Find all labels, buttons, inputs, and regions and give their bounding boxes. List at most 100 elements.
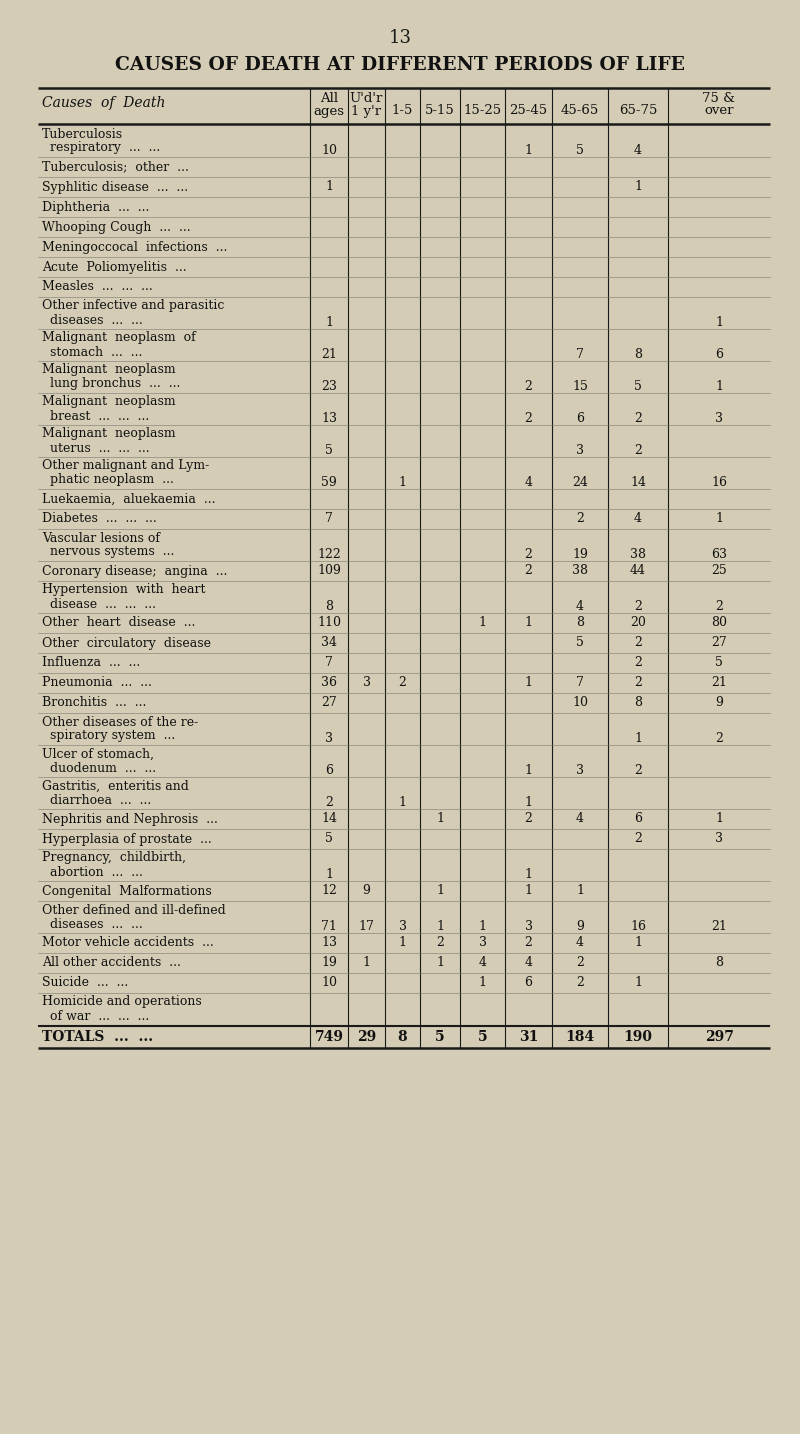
Text: Luekaemia,  aluekaemia  ...: Luekaemia, aluekaemia ... <box>42 492 215 506</box>
Text: uterus  ...  ...  ...: uterus ... ... ... <box>42 442 150 455</box>
Text: Homicide and operations: Homicide and operations <box>42 995 202 1008</box>
Text: 4: 4 <box>634 143 642 156</box>
Text: breast  ...  ...  ...: breast ... ... ... <box>42 410 150 423</box>
Text: lung bronchus  ...  ...: lung bronchus ... ... <box>42 377 180 390</box>
Text: 2: 2 <box>576 956 584 969</box>
Text: 1: 1 <box>525 143 533 156</box>
Text: 3: 3 <box>325 731 333 744</box>
Text: 1: 1 <box>634 977 642 989</box>
Text: CAUSES OF DEATH AT DIFFERENT PERIODS OF LIFE: CAUSES OF DEATH AT DIFFERENT PERIODS OF … <box>115 56 685 75</box>
Text: Suicide  ...  ...: Suicide ... ... <box>42 977 128 989</box>
Text: Diphtheria  ...  ...: Diphtheria ... ... <box>42 201 150 214</box>
Text: 1: 1 <box>436 956 444 969</box>
Text: 1: 1 <box>325 868 333 880</box>
Text: 2: 2 <box>634 833 642 846</box>
Text: 12: 12 <box>321 885 337 898</box>
Text: 2: 2 <box>325 796 333 809</box>
Text: phatic neoplasm  ...: phatic neoplasm ... <box>42 473 174 486</box>
Text: Other  circulatory  disease: Other circulatory disease <box>42 637 211 650</box>
Text: 38: 38 <box>630 548 646 561</box>
Text: ages: ages <box>314 105 345 118</box>
Text: 1: 1 <box>325 181 333 194</box>
Text: 1: 1 <box>398 796 406 809</box>
Text: 38: 38 <box>572 565 588 578</box>
Text: 1: 1 <box>478 977 486 989</box>
Text: 2: 2 <box>715 599 723 612</box>
Text: 1: 1 <box>715 315 723 328</box>
Text: 65-75: 65-75 <box>619 105 657 118</box>
Text: 5: 5 <box>576 143 584 156</box>
Text: 16: 16 <box>630 919 646 932</box>
Text: 5: 5 <box>478 1030 487 1044</box>
Text: 2: 2 <box>525 412 533 424</box>
Text: 14: 14 <box>630 476 646 489</box>
Text: Tuberculosis: Tuberculosis <box>42 128 123 141</box>
Text: 2: 2 <box>436 936 444 949</box>
Text: Tuberculosis;  other  ...: Tuberculosis; other ... <box>42 161 189 174</box>
Text: All: All <box>320 93 338 106</box>
Text: 5: 5 <box>325 833 333 846</box>
Text: disease  ...  ...  ...: disease ... ... ... <box>42 598 156 611</box>
Text: 13: 13 <box>389 29 411 47</box>
Text: 23: 23 <box>321 380 337 393</box>
Text: 6: 6 <box>525 977 533 989</box>
Text: 1: 1 <box>398 936 406 949</box>
Text: 1-5: 1-5 <box>392 105 413 118</box>
Text: 25-45: 25-45 <box>510 105 547 118</box>
Text: Coronary disease;  angina  ...: Coronary disease; angina ... <box>42 565 227 578</box>
Text: 15-25: 15-25 <box>463 105 502 118</box>
Text: 2: 2 <box>634 637 642 650</box>
Text: duodenum  ...  ...: duodenum ... ... <box>42 761 156 774</box>
Text: 2: 2 <box>634 677 642 690</box>
Text: 190: 190 <box>623 1030 653 1044</box>
Text: 8: 8 <box>634 697 642 710</box>
Text: over: over <box>704 105 734 118</box>
Text: 3: 3 <box>362 677 370 690</box>
Text: spiratory system  ...: spiratory system ... <box>42 730 175 743</box>
Text: diarrhoea  ...  ...: diarrhoea ... ... <box>42 793 151 806</box>
Text: 3: 3 <box>715 833 723 846</box>
Text: 2: 2 <box>525 548 533 561</box>
Text: 36: 36 <box>321 677 337 690</box>
Text: 1: 1 <box>525 763 533 776</box>
Text: 2: 2 <box>715 731 723 744</box>
Text: Pregnancy,  childbirth,: Pregnancy, childbirth, <box>42 852 186 865</box>
Text: 1: 1 <box>576 885 584 898</box>
Text: Meningoccocal  infections  ...: Meningoccocal infections ... <box>42 241 227 254</box>
Text: 2: 2 <box>634 657 642 670</box>
Text: Nephritis and Nephrosis  ...: Nephritis and Nephrosis ... <box>42 813 218 826</box>
Text: TOTALS  ...  ...: TOTALS ... ... <box>42 1030 153 1044</box>
Text: 1: 1 <box>525 868 533 880</box>
Text: 31: 31 <box>519 1030 538 1044</box>
Text: 9: 9 <box>362 885 370 898</box>
Text: 63: 63 <box>711 548 727 561</box>
Text: Malignant  neoplasm: Malignant neoplasm <box>42 363 176 377</box>
Text: 19: 19 <box>572 548 588 561</box>
Text: 749: 749 <box>314 1030 343 1044</box>
Text: Malignant  neoplasm: Malignant neoplasm <box>42 427 176 440</box>
Text: 5: 5 <box>634 380 642 393</box>
Text: 3: 3 <box>576 763 584 776</box>
Text: 4: 4 <box>478 956 486 969</box>
Text: 3: 3 <box>398 919 406 932</box>
Text: 2: 2 <box>525 380 533 393</box>
Text: 2: 2 <box>398 677 406 690</box>
Text: Bronchitis  ...  ...: Bronchitis ... ... <box>42 697 146 710</box>
Text: 20: 20 <box>630 617 646 630</box>
Text: 2: 2 <box>634 412 642 424</box>
Text: 71: 71 <box>321 919 337 932</box>
Text: 6: 6 <box>325 763 333 776</box>
Text: 19: 19 <box>321 956 337 969</box>
Text: 75 &: 75 & <box>702 93 735 106</box>
Text: 7: 7 <box>325 657 333 670</box>
Text: 1: 1 <box>525 617 533 630</box>
Text: Diabetes  ...  ...  ...: Diabetes ... ... ... <box>42 512 157 525</box>
Text: Malignant  neoplasm: Malignant neoplasm <box>42 396 176 409</box>
Text: 1: 1 <box>715 813 723 826</box>
Text: of war  ...  ...  ...: of war ... ... ... <box>42 1010 150 1022</box>
Text: 1: 1 <box>715 512 723 525</box>
Text: 3: 3 <box>478 936 486 949</box>
Text: 44: 44 <box>630 565 646 578</box>
Text: Other infective and parasitic: Other infective and parasitic <box>42 300 224 313</box>
Text: Other malignant and Lym-: Other malignant and Lym- <box>42 459 210 472</box>
